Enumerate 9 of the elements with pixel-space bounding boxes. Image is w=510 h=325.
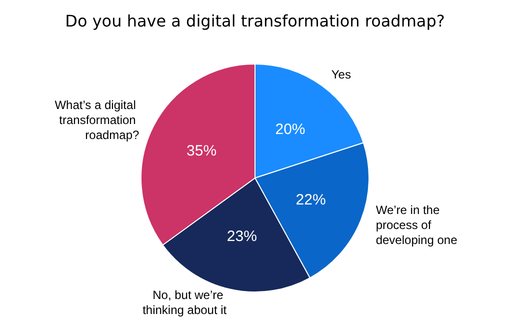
data-label: 22% xyxy=(296,192,326,209)
slice-label: What’s a digital transformation roadmap? xyxy=(54,98,140,142)
slice-label: Yes xyxy=(331,68,351,82)
data-label: 35% xyxy=(186,142,217,160)
data-label: 23% xyxy=(226,228,257,246)
slice-label: No, but we’re thinking about it xyxy=(142,288,228,318)
slice-label: We’re in the process of developing one xyxy=(376,203,458,247)
data-label: 20% xyxy=(275,120,306,138)
chart-title: Do you have a digital transformation roadmap? xyxy=(65,12,445,30)
